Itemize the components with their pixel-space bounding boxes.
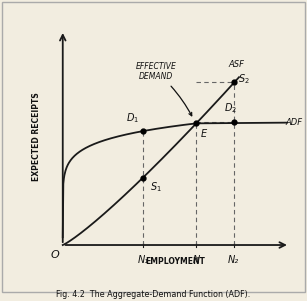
Text: ADF: ADF bbox=[286, 118, 303, 126]
Text: $S_2$: $S_2$ bbox=[238, 73, 249, 86]
Text: N: N bbox=[193, 255, 200, 265]
Text: $D_2$: $D_2$ bbox=[224, 101, 238, 115]
Text: Fig. 4.2  The Aggregate-Demand Function (ADF).: Fig. 4.2 The Aggregate-Demand Function (… bbox=[56, 290, 251, 299]
Text: O: O bbox=[50, 250, 59, 260]
Text: EXPECTED RECEIPTS: EXPECTED RECEIPTS bbox=[32, 92, 41, 181]
Text: N₂: N₂ bbox=[228, 255, 239, 265]
Text: ASF: ASF bbox=[228, 60, 244, 69]
Text: $S_1$: $S_1$ bbox=[150, 180, 161, 194]
Text: EFFECTIVE
DEMAND: EFFECTIVE DEMAND bbox=[136, 62, 192, 116]
Text: N₁: N₁ bbox=[137, 255, 149, 265]
Text: $E$: $E$ bbox=[200, 127, 208, 139]
Text: $D_1$: $D_1$ bbox=[126, 111, 139, 125]
Text: EMPLOYMENT: EMPLOYMENT bbox=[145, 257, 205, 266]
